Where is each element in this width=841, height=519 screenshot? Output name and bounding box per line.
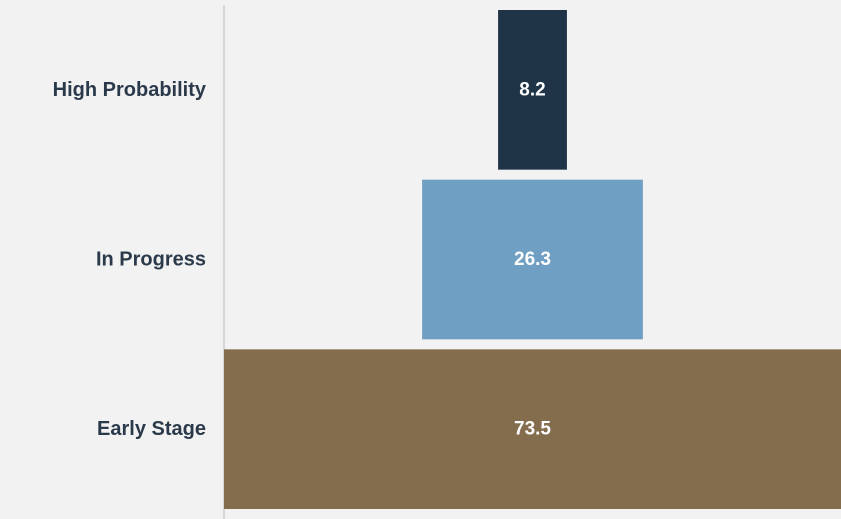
funnel-bar-high-probability [498, 10, 567, 170]
category-label: Early Stage [97, 418, 206, 440]
value-label: 8.2 [519, 79, 545, 100]
funnel-bar-early-stage [224, 349, 841, 509]
value-label: 73.5 [514, 419, 551, 440]
category-label: High Probability [53, 79, 207, 101]
value-label: 26.3 [514, 249, 551, 270]
funnel-bar-in-progress [422, 179, 643, 340]
category-label: In Progress [96, 249, 206, 271]
